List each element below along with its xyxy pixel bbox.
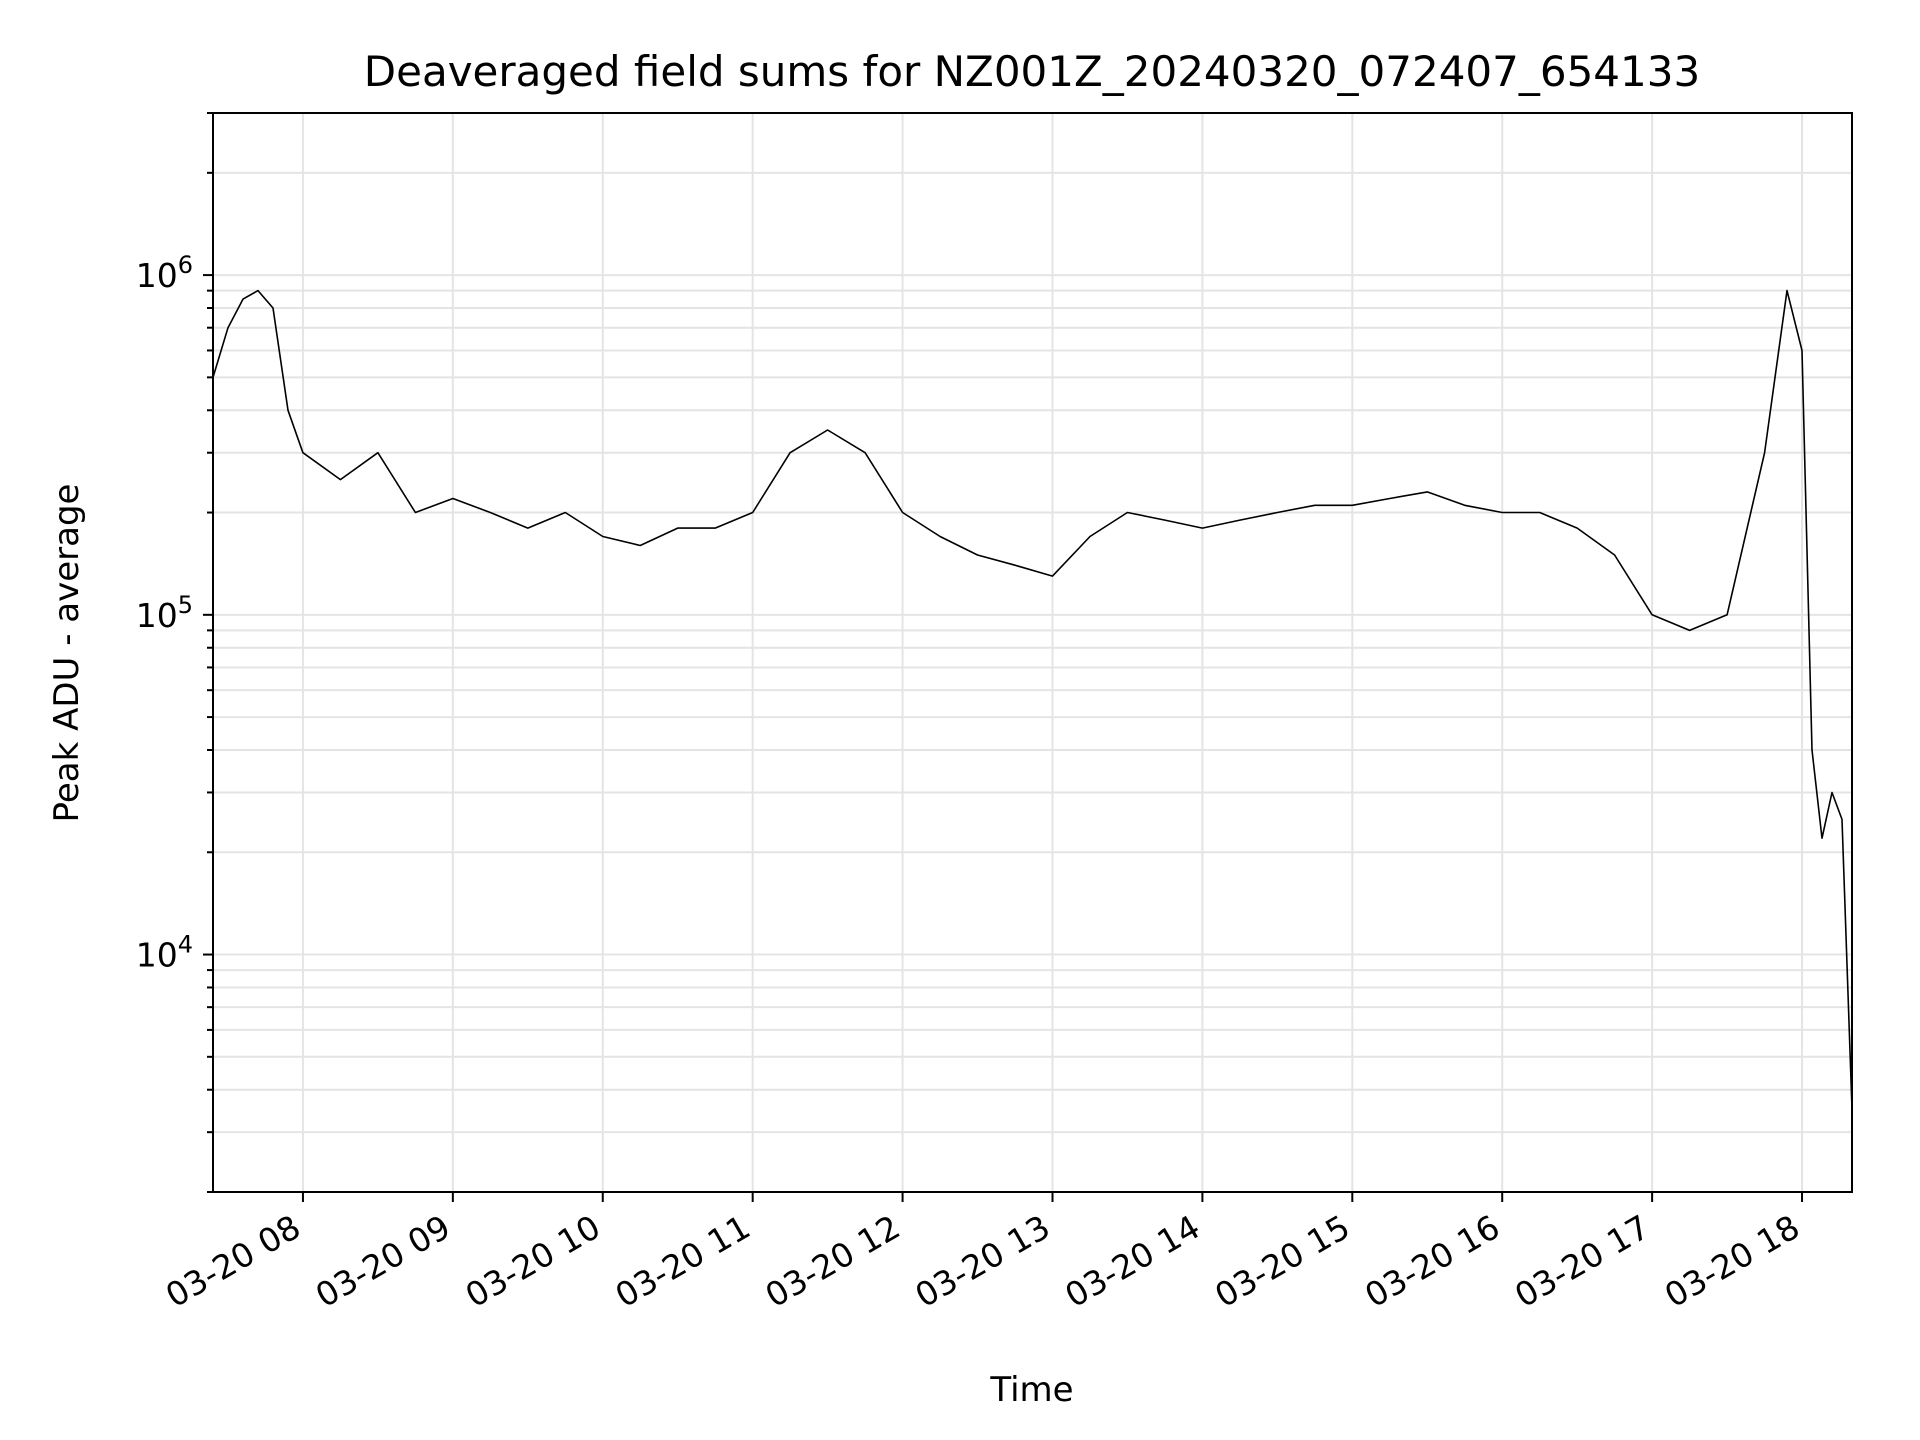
chart-title: Deaveraged field sums for NZ001Z_2024032… xyxy=(364,47,1700,96)
grid xyxy=(213,112,1852,1193)
x-tick-label: 03-20 18 xyxy=(1658,1207,1806,1315)
x-axis-title: Time xyxy=(989,1370,1073,1410)
y-tick-label: 104 xyxy=(136,931,193,975)
x-tick-label: 03-20 12 xyxy=(759,1207,907,1315)
x-tick-label: 03-20 15 xyxy=(1208,1207,1356,1315)
x-tick-label: 03-20 08 xyxy=(159,1207,307,1315)
data-series-line xyxy=(212,289,1853,1110)
x-tick-label: 03-20 13 xyxy=(908,1207,1056,1315)
x-tick-label: 03-20 17 xyxy=(1508,1207,1656,1315)
x-tick-label: 03-20 09 xyxy=(309,1207,457,1315)
x-tick-label: 03-20 10 xyxy=(459,1207,607,1315)
series-layer xyxy=(212,289,1853,1110)
y-tick-label: 105 xyxy=(136,591,193,635)
x-tick-label: 03-20 11 xyxy=(609,1207,757,1315)
y-axis-title: Peak ADU - average xyxy=(47,484,87,823)
x-tick-label: 03-20 16 xyxy=(1358,1207,1506,1315)
plot-frame xyxy=(212,112,1853,1193)
y-tick-label: 106 xyxy=(136,251,193,295)
x-tick-label: 03-20 14 xyxy=(1058,1207,1206,1315)
